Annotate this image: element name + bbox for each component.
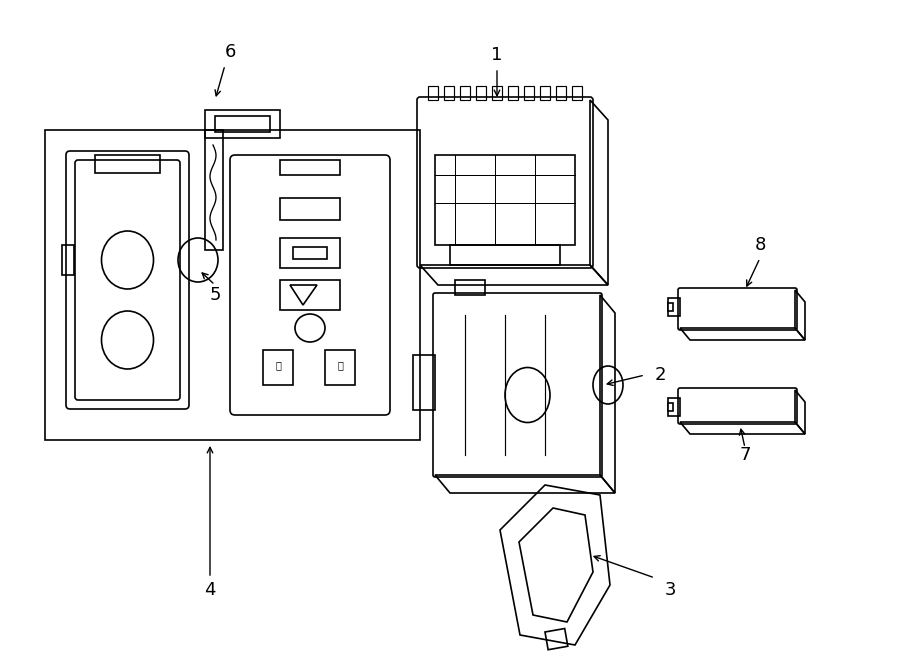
Bar — [45, 130, 420, 440]
Bar — [280, 160, 340, 175]
Bar — [280, 238, 340, 268]
Bar — [280, 198, 340, 220]
Text: 3: 3 — [664, 581, 676, 599]
Bar — [668, 403, 673, 411]
Bar — [428, 86, 438, 100]
Bar — [435, 155, 575, 245]
Bar — [540, 86, 550, 100]
Bar — [455, 280, 485, 295]
Bar — [668, 298, 680, 316]
Bar — [205, 130, 223, 250]
Bar — [508, 86, 518, 100]
Bar — [95, 155, 160, 173]
Text: 6: 6 — [224, 43, 236, 61]
Bar — [205, 110, 280, 138]
Bar — [280, 280, 340, 310]
Bar — [450, 245, 560, 265]
Bar — [444, 86, 454, 100]
Bar — [413, 355, 435, 410]
Bar — [476, 86, 486, 100]
Text: 8: 8 — [754, 236, 766, 254]
Bar — [263, 350, 293, 385]
Bar — [668, 303, 673, 311]
Bar — [524, 86, 534, 100]
Text: 4: 4 — [204, 581, 216, 599]
Bar — [545, 629, 568, 650]
Text: 7: 7 — [739, 446, 751, 464]
Text: 5: 5 — [209, 286, 220, 304]
Text: 2: 2 — [654, 366, 666, 384]
Bar — [668, 398, 680, 416]
Bar — [492, 86, 502, 100]
Bar — [556, 86, 566, 100]
Bar — [215, 116, 270, 132]
Bar — [460, 86, 470, 100]
Bar — [572, 86, 582, 100]
Text: 1: 1 — [491, 46, 503, 64]
Bar — [62, 245, 74, 275]
Bar — [293, 247, 327, 259]
Text: 🔓: 🔓 — [338, 360, 343, 370]
Text: 🔒: 🔒 — [275, 360, 281, 370]
Bar — [325, 350, 355, 385]
